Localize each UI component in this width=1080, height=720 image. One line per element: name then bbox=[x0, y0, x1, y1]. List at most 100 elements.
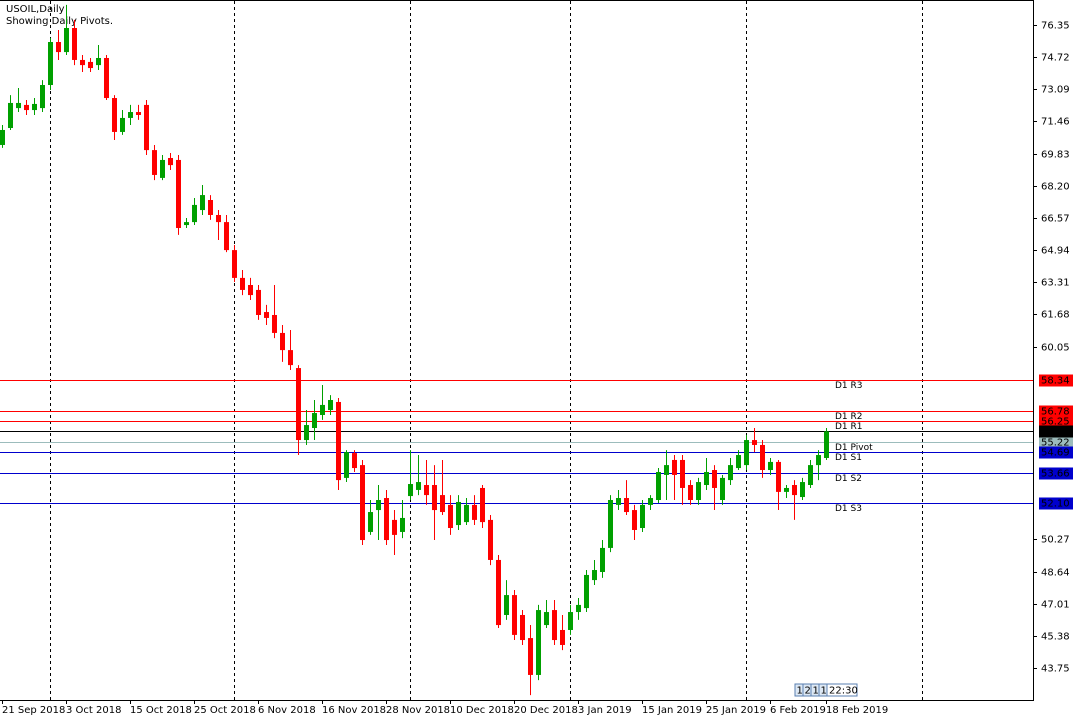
candle-body bbox=[712, 470, 717, 488]
x-tick-label: 6 Nov 2018 bbox=[258, 705, 316, 716]
candle-body bbox=[0, 129, 5, 145]
pivot-value-label: 58.34 bbox=[1041, 376, 1070, 387]
pivot-name: D1 S1 bbox=[835, 453, 862, 463]
y-tick-label: 68.20 bbox=[1041, 182, 1070, 193]
candle-body bbox=[664, 465, 669, 475]
candle-body bbox=[512, 595, 517, 635]
candle-body bbox=[800, 482, 805, 498]
x-tick-label: 25 Oct 2018 bbox=[194, 705, 256, 716]
candle-body bbox=[656, 471, 661, 500]
candle-body bbox=[752, 440, 757, 445]
candle-body bbox=[104, 57, 109, 99]
candle-body bbox=[216, 214, 221, 223]
y-tick-label: 71.46 bbox=[1041, 117, 1070, 128]
x-tick-label: 6 Feb 2019 bbox=[770, 705, 826, 716]
pivot-value-label: 55.22 bbox=[1041, 438, 1070, 449]
candle-body bbox=[144, 104, 149, 151]
x-tick-label: 15 Oct 2018 bbox=[130, 705, 192, 716]
x-tick-label: 3 Oct 2018 bbox=[66, 705, 121, 716]
candle-body bbox=[552, 610, 557, 641]
candle-body bbox=[784, 487, 789, 492]
candle-body bbox=[8, 102, 13, 129]
candle-body bbox=[632, 510, 637, 530]
pivot-name: D1 R2 bbox=[835, 412, 863, 422]
candle-body bbox=[176, 159, 181, 229]
x-tick-label: 25 Jan 2019 bbox=[706, 705, 766, 716]
y-tick-label: 64.94 bbox=[1041, 246, 1070, 257]
timer-digit: 1 bbox=[821, 686, 827, 697]
candle-body bbox=[160, 159, 165, 178]
pivot-value-box bbox=[1039, 467, 1073, 480]
candle-body bbox=[400, 517, 405, 532]
candle-body bbox=[168, 157, 173, 166]
candle-body bbox=[480, 487, 485, 523]
candle-body bbox=[456, 501, 461, 526]
x-tick-label: 16 Nov 2018 bbox=[322, 705, 386, 716]
candle-body bbox=[240, 277, 245, 290]
y-tick-label: 43.75 bbox=[1041, 664, 1070, 675]
y-tick-label: 63.31 bbox=[1041, 278, 1070, 289]
pivot-value-label: 54.69 bbox=[1041, 448, 1070, 459]
candle-body bbox=[624, 498, 629, 513]
candle-body bbox=[728, 465, 733, 481]
chart-subtitle: Showing Daily Pivots. bbox=[6, 16, 113, 27]
candle-body bbox=[120, 117, 125, 132]
candle-body bbox=[760, 444, 765, 471]
candle-body bbox=[488, 519, 493, 560]
y-tick-label: 60.05 bbox=[1041, 343, 1070, 354]
candle-body bbox=[184, 222, 189, 226]
candle-body bbox=[352, 453, 357, 469]
x-tick-label: 20 Dec 2018 bbox=[514, 705, 578, 716]
candle-body bbox=[360, 465, 365, 541]
candle-body bbox=[232, 250, 237, 278]
candle-body bbox=[720, 477, 725, 500]
y-tick-label: 48.64 bbox=[1041, 568, 1070, 579]
candle-body bbox=[368, 512, 373, 532]
candle-body bbox=[56, 42, 61, 53]
candle-body bbox=[768, 461, 773, 471]
candle-body bbox=[296, 368, 301, 441]
candle-body bbox=[816, 455, 821, 466]
pivot-value-box bbox=[1039, 497, 1073, 510]
timer-box bbox=[826, 683, 858, 697]
candle-body bbox=[704, 471, 709, 486]
candle-body bbox=[424, 485, 429, 496]
candle-body bbox=[376, 500, 381, 511]
candle-body bbox=[696, 482, 701, 500]
candle-body bbox=[648, 498, 653, 505]
candle-body bbox=[432, 485, 437, 511]
pivot-value-label: 52.10 bbox=[1041, 499, 1070, 510]
pivot-value-box bbox=[1039, 446, 1073, 459]
candle-body bbox=[576, 604, 581, 613]
pivot-name: D1 R1 bbox=[835, 422, 863, 432]
candle-body bbox=[672, 459, 677, 475]
candle-body bbox=[264, 312, 269, 318]
x-tick-label: 10 Dec 2018 bbox=[450, 705, 514, 716]
y-tick-label: 66.57 bbox=[1041, 214, 1070, 225]
candle-body bbox=[272, 314, 277, 333]
candle-body bbox=[336, 401, 341, 481]
candle-body bbox=[152, 150, 157, 175]
candle-body bbox=[40, 85, 45, 109]
candle-body bbox=[96, 57, 101, 66]
candle-body bbox=[288, 350, 293, 366]
candle-body bbox=[744, 440, 749, 466]
y-tick-label: 45.38 bbox=[1041, 632, 1070, 643]
y-tick-label: 47.01 bbox=[1041, 600, 1070, 611]
candle-body bbox=[24, 104, 29, 111]
y-tick-label: 50.27 bbox=[1041, 535, 1070, 546]
candle-body bbox=[472, 504, 477, 520]
pivot-name: D1 S2 bbox=[835, 474, 862, 484]
candle-body bbox=[48, 42, 53, 86]
candle-body bbox=[136, 112, 141, 115]
candle-body bbox=[544, 612, 549, 626]
candle-body bbox=[328, 400, 333, 411]
candle-body bbox=[824, 431, 829, 458]
candle-body bbox=[408, 484, 413, 497]
x-tick-label: 3 Jan 2019 bbox=[578, 705, 632, 716]
candle-body bbox=[440, 495, 445, 513]
pivot-value-box bbox=[1039, 374, 1073, 387]
candle-body bbox=[536, 610, 541, 675]
